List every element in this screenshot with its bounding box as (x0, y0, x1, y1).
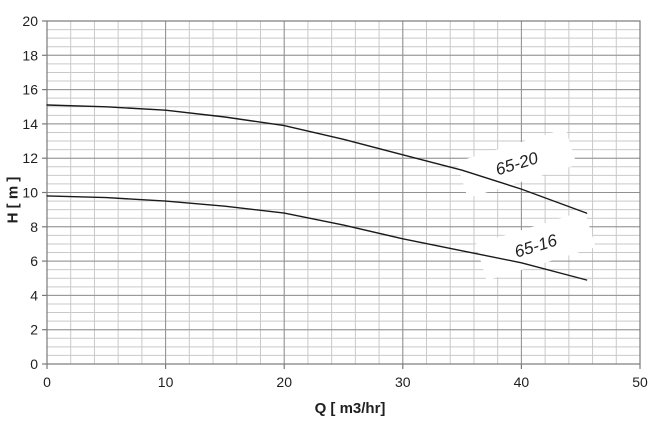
y-tick-label: 2 (30, 322, 38, 338)
curve-label-patch-65-16 (475, 210, 596, 281)
curve-label-patch-65-20 (456, 128, 577, 199)
y-tick-label: 6 (30, 253, 38, 269)
x-tick-label: 30 (395, 374, 411, 390)
y-tick-label: 10 (22, 185, 38, 201)
y-tick-label: 14 (22, 116, 38, 132)
y-tick-label: 0 (30, 356, 38, 372)
series-curve-65-16 (46, 195, 588, 281)
series-curve-65-20 (46, 104, 588, 214)
y-tick-label: 12 (22, 150, 38, 166)
x-axis-title: Q [ m3/hr] (314, 400, 386, 417)
x-tick-label: 0 (43, 374, 51, 390)
x-tick-label: 40 (514, 374, 530, 390)
y-tick-label: 8 (30, 219, 38, 235)
y-tick-label: 16 (22, 82, 38, 98)
x-tick-label: 20 (276, 374, 292, 390)
y-tick-label: 18 (22, 47, 38, 63)
x-tick-label: 10 (158, 374, 174, 390)
y-tick-label: 4 (30, 287, 38, 303)
y-axis-title: H [ m ] (4, 176, 22, 224)
y-tick-label: 20 (22, 13, 38, 29)
curve-label-patch-group-65-16 (475, 210, 596, 281)
curve-label-patch-group-65-20 (456, 128, 577, 199)
x-tick-label: 50 (632, 374, 648, 390)
